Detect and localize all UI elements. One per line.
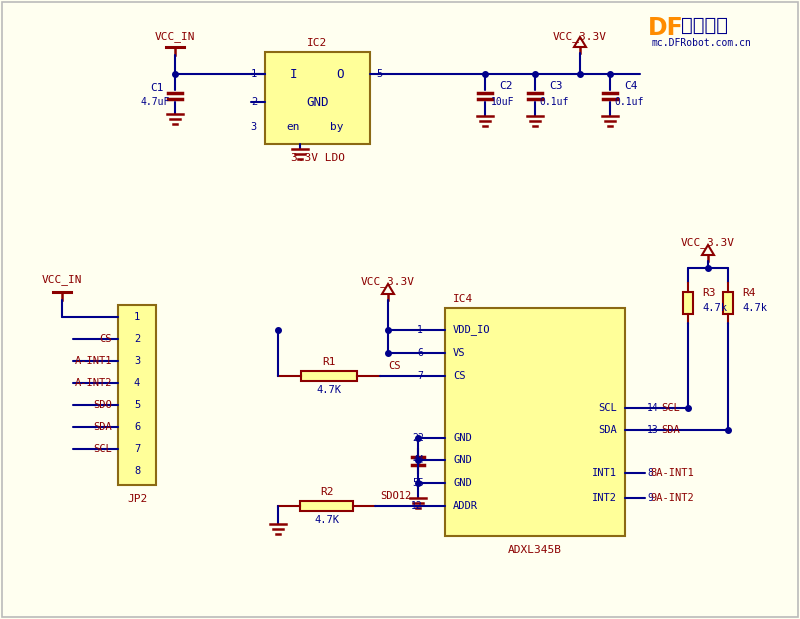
Text: C3: C3 bbox=[549, 81, 562, 91]
Text: SDO12: SDO12 bbox=[380, 491, 411, 501]
Text: by: by bbox=[330, 122, 344, 132]
Bar bbox=[118, 305, 156, 485]
Text: VCC_3.3V: VCC_3.3V bbox=[553, 32, 607, 43]
Text: I: I bbox=[290, 67, 297, 80]
Text: 3: 3 bbox=[134, 356, 140, 366]
Text: A-INT2: A-INT2 bbox=[74, 378, 112, 388]
Bar bbox=[300, 501, 353, 511]
Bar bbox=[265, 52, 370, 144]
Text: 8: 8 bbox=[647, 468, 653, 478]
Text: R2: R2 bbox=[320, 487, 334, 497]
Text: 13: 13 bbox=[647, 425, 658, 435]
Text: 4.7k: 4.7k bbox=[702, 303, 727, 313]
Text: VS: VS bbox=[453, 348, 466, 358]
Text: 2: 2 bbox=[417, 433, 423, 443]
Text: SDO: SDO bbox=[94, 400, 112, 410]
Text: 0.1uf: 0.1uf bbox=[539, 97, 568, 107]
Text: ADDR: ADDR bbox=[453, 501, 478, 511]
Text: 3: 3 bbox=[250, 122, 257, 132]
Text: 4: 4 bbox=[412, 455, 418, 465]
Text: GND: GND bbox=[453, 455, 472, 465]
Text: GND: GND bbox=[453, 433, 472, 443]
Text: 1: 1 bbox=[134, 312, 140, 322]
Text: 1: 1 bbox=[417, 325, 423, 335]
Text: C4: C4 bbox=[624, 81, 638, 91]
Bar bbox=[683, 292, 693, 314]
Text: VCC_3.3V: VCC_3.3V bbox=[681, 238, 735, 248]
Text: A-INT1: A-INT1 bbox=[74, 356, 112, 366]
Text: VCC_3.3V: VCC_3.3V bbox=[361, 277, 415, 287]
Text: mc.DFRobot.com.cn: mc.DFRobot.com.cn bbox=[652, 38, 752, 48]
Text: SCL: SCL bbox=[94, 444, 112, 454]
Text: 4: 4 bbox=[134, 378, 140, 388]
Text: INT1: INT1 bbox=[592, 468, 617, 478]
Text: IC2: IC2 bbox=[307, 38, 328, 48]
Text: R3: R3 bbox=[702, 288, 715, 298]
Text: ADXL345B: ADXL345B bbox=[508, 545, 562, 555]
Text: GND: GND bbox=[306, 95, 329, 108]
Text: 8: 8 bbox=[134, 466, 140, 476]
Text: O: O bbox=[336, 67, 344, 80]
Text: R1: R1 bbox=[322, 357, 336, 367]
Text: SCL: SCL bbox=[598, 403, 617, 413]
Text: 4.7K: 4.7K bbox=[317, 385, 342, 395]
Text: 5: 5 bbox=[412, 478, 418, 488]
Text: 14: 14 bbox=[647, 403, 658, 413]
Text: 4.7K: 4.7K bbox=[314, 515, 339, 525]
Bar bbox=[445, 308, 625, 536]
Text: 8A-INT1: 8A-INT1 bbox=[650, 468, 694, 478]
Text: 2: 2 bbox=[134, 334, 140, 344]
Text: GND: GND bbox=[453, 478, 472, 488]
Text: 9: 9 bbox=[647, 493, 653, 503]
Bar bbox=[301, 371, 357, 381]
Text: 5: 5 bbox=[417, 478, 423, 488]
Text: 10uF: 10uF bbox=[491, 97, 514, 107]
Text: VDD_IO: VDD_IO bbox=[453, 324, 490, 335]
Text: SDA: SDA bbox=[94, 422, 112, 432]
Text: 5: 5 bbox=[376, 69, 382, 79]
Text: 7: 7 bbox=[417, 371, 423, 381]
Bar bbox=[723, 292, 733, 314]
Text: 2: 2 bbox=[412, 433, 418, 443]
Text: 2: 2 bbox=[250, 97, 257, 107]
Text: INT2: INT2 bbox=[592, 493, 617, 503]
Text: IC4: IC4 bbox=[453, 294, 474, 304]
Text: C2: C2 bbox=[499, 81, 513, 91]
Text: 7: 7 bbox=[134, 444, 140, 454]
Text: VCC_IN: VCC_IN bbox=[154, 32, 195, 43]
Text: CS: CS bbox=[99, 334, 112, 344]
Text: en: en bbox=[286, 122, 300, 132]
Text: 6: 6 bbox=[134, 422, 140, 432]
Text: 4.7k: 4.7k bbox=[742, 303, 767, 313]
Text: SDA: SDA bbox=[598, 425, 617, 435]
Text: 6: 6 bbox=[417, 348, 423, 358]
Text: 4: 4 bbox=[417, 455, 423, 465]
Text: C1: C1 bbox=[150, 83, 164, 93]
Text: 12: 12 bbox=[411, 501, 423, 511]
Text: 3.3V LDO: 3.3V LDO bbox=[290, 153, 345, 163]
Text: 9A-INT2: 9A-INT2 bbox=[650, 493, 694, 503]
Text: SCL: SCL bbox=[661, 403, 680, 413]
Text: 0.1uf: 0.1uf bbox=[614, 97, 643, 107]
Text: 创客社区: 创客社区 bbox=[681, 16, 728, 35]
Text: 4.7uF: 4.7uF bbox=[140, 97, 170, 107]
Text: CS: CS bbox=[388, 361, 401, 371]
Text: SDA: SDA bbox=[661, 425, 680, 435]
Text: CS: CS bbox=[453, 371, 466, 381]
Text: 1: 1 bbox=[250, 69, 257, 79]
Text: VCC_IN: VCC_IN bbox=[42, 275, 82, 285]
Text: R4: R4 bbox=[742, 288, 755, 298]
Text: JP2: JP2 bbox=[127, 494, 147, 504]
Text: 5: 5 bbox=[134, 400, 140, 410]
Text: DF: DF bbox=[648, 16, 684, 40]
